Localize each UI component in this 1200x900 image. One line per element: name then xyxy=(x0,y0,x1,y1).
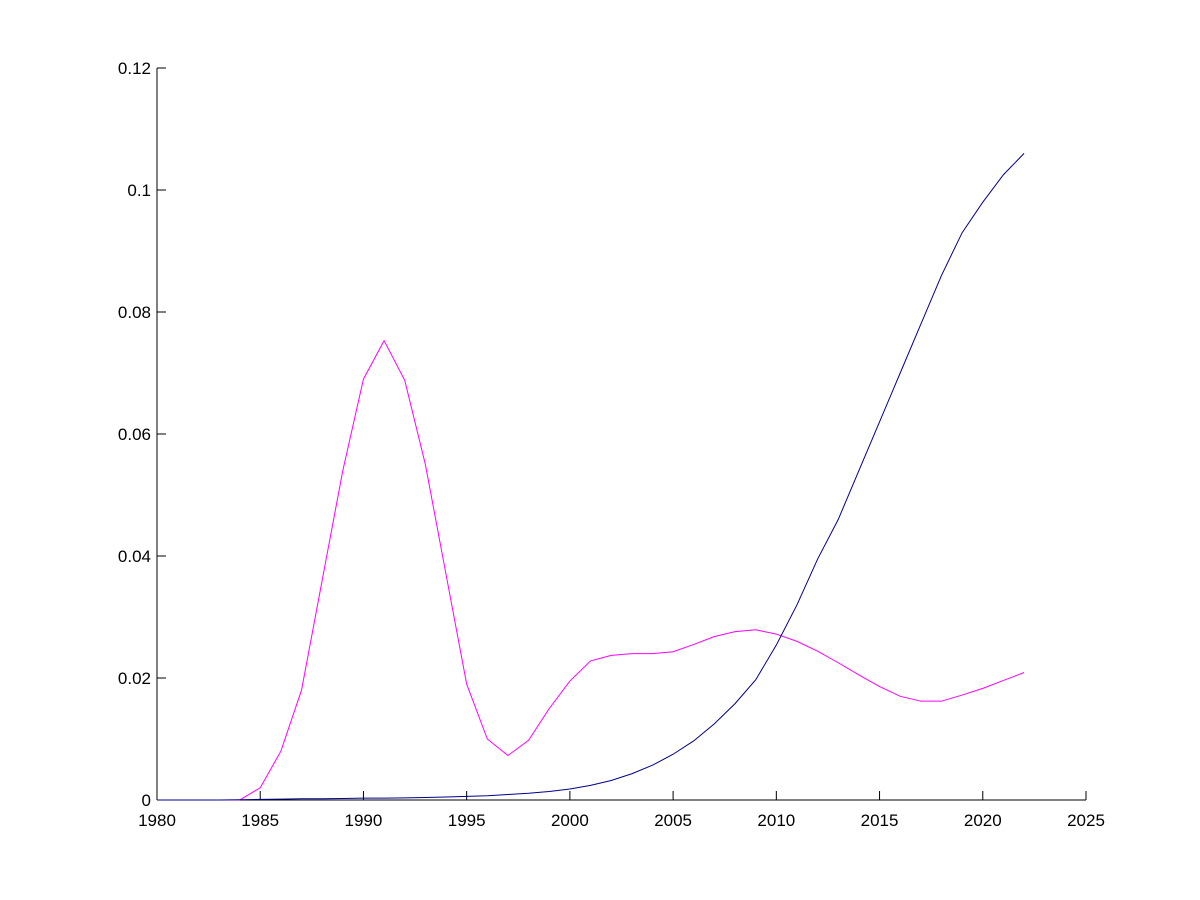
y-tick-label: 0.06 xyxy=(118,425,151,444)
y-tick-label: 0 xyxy=(142,791,151,810)
y-tick-label: 0.1 xyxy=(127,181,151,200)
x-tick-label: 1980 xyxy=(138,811,176,830)
x-tick-label: 1995 xyxy=(448,811,486,830)
y-tick-label: 0.08 xyxy=(118,303,151,322)
x-tick-label: 2000 xyxy=(551,811,589,830)
x-tick-label: 2015 xyxy=(861,811,899,830)
x-tick-label: 2010 xyxy=(757,811,795,830)
line-series xyxy=(157,153,1025,801)
y-tick-label: 0.04 xyxy=(118,547,151,566)
x-tick-label: 2005 xyxy=(654,811,692,830)
x-tick-label: 2020 xyxy=(964,811,1002,830)
x-tick-label: 1985 xyxy=(241,811,279,830)
y-tick-label: 0.12 xyxy=(118,59,151,78)
line-series xyxy=(157,339,1025,801)
y-tick-label: 0.02 xyxy=(118,669,151,688)
x-tick-label: 1990 xyxy=(345,811,383,830)
x-tick-label: 2025 xyxy=(1067,811,1105,830)
